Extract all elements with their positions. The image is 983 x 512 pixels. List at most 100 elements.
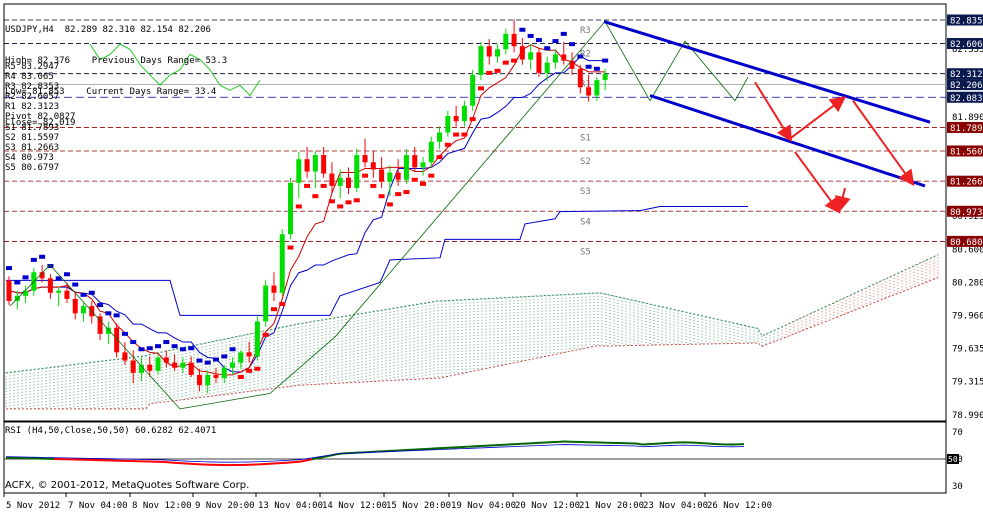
candle-body xyxy=(23,290,29,296)
candle-body xyxy=(304,159,310,172)
candle-body xyxy=(420,162,426,168)
price-axis-label: 80.925 xyxy=(952,212,983,222)
psar-marker xyxy=(262,332,269,337)
pivot-value: R3 82.8353 xyxy=(5,82,60,93)
psar-marker xyxy=(411,177,418,182)
price-tag: 82.606 xyxy=(950,40,983,50)
psar-marker xyxy=(535,38,542,43)
psar-marker xyxy=(519,27,526,32)
candle-body xyxy=(536,52,542,73)
candle-body xyxy=(254,321,260,357)
psar-marker xyxy=(420,181,426,186)
projection-arrow xyxy=(852,100,915,187)
ichimoku-baseline xyxy=(6,205,748,316)
psar-marker xyxy=(204,360,211,365)
psar-marker xyxy=(560,31,567,36)
psar-marker xyxy=(63,272,70,277)
psar-marker xyxy=(72,282,79,287)
rsi-line xyxy=(299,459,307,463)
price-tag: 80.680 xyxy=(950,238,983,248)
ichimoku-cloud xyxy=(5,254,939,410)
zigzag-line xyxy=(9,20,749,410)
psar-marker xyxy=(105,311,112,316)
pivot-value: S3 81.2663 xyxy=(5,142,60,153)
candle-body xyxy=(577,68,583,88)
candle-body xyxy=(81,306,87,314)
psar-marker xyxy=(188,346,195,351)
psar-marker xyxy=(378,194,385,199)
rsi-signal-line xyxy=(5,444,745,463)
rsi-line xyxy=(635,442,643,446)
price-axis-label: 79.635 xyxy=(952,345,983,355)
time-axis-label: 20 Nov 12:00 xyxy=(515,501,580,511)
price-tag-bg xyxy=(947,14,983,26)
psar-marker xyxy=(80,292,87,297)
psar-marker xyxy=(486,70,493,75)
psar-marker xyxy=(146,346,153,351)
candle-body xyxy=(64,290,70,299)
price-tag: 82.083 xyxy=(950,94,983,104)
price-axis-label: 79.960 xyxy=(952,311,983,321)
candle-body xyxy=(486,46,492,57)
projection-arrow xyxy=(794,151,841,214)
candle-body xyxy=(238,352,244,363)
candle-body xyxy=(602,73,608,81)
psar-marker xyxy=(403,190,410,195)
price-tag: 82.835 xyxy=(950,17,983,27)
candle-body xyxy=(312,155,318,172)
psar-marker xyxy=(88,290,95,295)
pivot-value: R5 83.2947 xyxy=(5,62,60,72)
candle-body xyxy=(552,54,558,63)
candle-body xyxy=(271,285,277,293)
price-tag: 81.266 xyxy=(950,178,983,188)
candle-body xyxy=(337,177,343,186)
psar-marker xyxy=(569,42,576,47)
candle-body xyxy=(453,116,459,122)
psar-marker xyxy=(179,347,186,352)
candle-body xyxy=(503,33,509,50)
psar-marker xyxy=(585,64,592,69)
psar-marker xyxy=(477,86,484,91)
price-tag-bg xyxy=(947,145,983,157)
time-axis-label: 19 Nov 04:00 xyxy=(451,501,516,511)
psar-marker xyxy=(428,173,435,178)
pivot-label: R1 xyxy=(580,80,591,90)
candle-body xyxy=(345,177,351,188)
candle-body xyxy=(354,155,360,188)
candle-body xyxy=(114,327,120,353)
candle-body xyxy=(188,362,194,375)
senkou-span-a xyxy=(5,254,939,374)
candle-body xyxy=(97,316,103,334)
psar-marker xyxy=(502,60,509,65)
candle-body xyxy=(412,155,418,168)
psar-marker xyxy=(304,183,311,188)
price-axis-label: 79.315 xyxy=(952,378,983,388)
candle-body xyxy=(329,173,335,186)
price-axis-label: 80.600 xyxy=(952,246,983,256)
time-axis-label: 15 Nov 20:00 xyxy=(386,501,451,511)
pivot-label: S4 xyxy=(580,217,591,227)
candle-body xyxy=(495,49,501,57)
time-axis-label: 14 Nov 12:00 xyxy=(322,501,387,511)
psar-marker xyxy=(527,33,534,38)
pivot-value: S1 81.7893 xyxy=(5,122,60,133)
rsi-plot-frame xyxy=(3,421,947,494)
psar-marker xyxy=(593,66,600,71)
psar-marker xyxy=(163,340,170,345)
candle-body xyxy=(47,278,53,293)
psar-marker xyxy=(6,266,12,271)
chikou-span xyxy=(89,43,261,97)
projection-arrow xyxy=(754,81,793,143)
pivot-label: S3 xyxy=(580,187,591,197)
candle-body xyxy=(39,272,45,279)
candle-body xyxy=(544,62,550,73)
psar-marker xyxy=(22,275,29,280)
psar-marker xyxy=(14,280,21,285)
psar-marker xyxy=(138,347,145,352)
psar-marker xyxy=(552,39,559,44)
candle-body xyxy=(138,364,144,373)
pivot-levels-list: R5 83.2947 R4 83.065 R3 82.8353 R2 82.6057 R… xyxy=(5,62,75,173)
psar-marker xyxy=(30,257,37,262)
